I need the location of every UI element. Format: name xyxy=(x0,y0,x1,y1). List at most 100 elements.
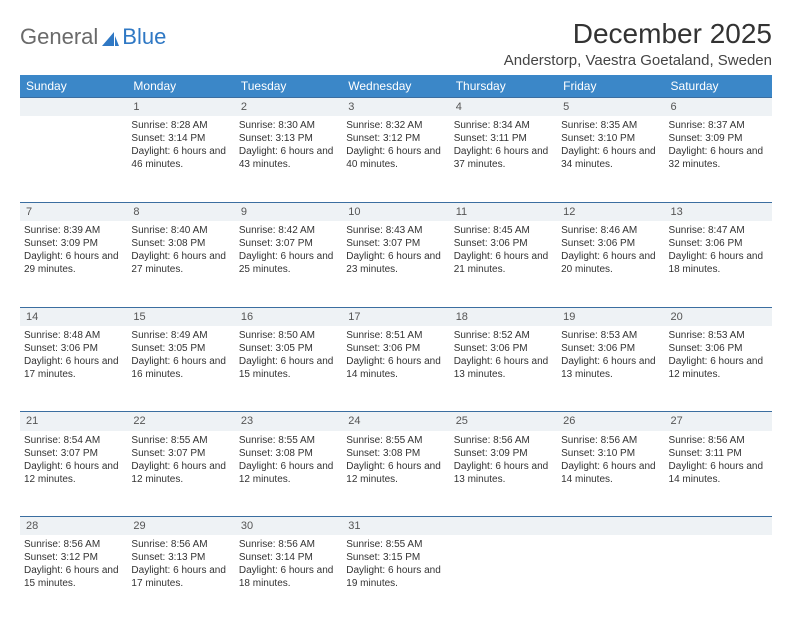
sunrise-text: Sunrise: 8:30 AM xyxy=(239,119,338,132)
day-number: 14 xyxy=(20,307,127,326)
sunset-text: Sunset: 3:09 PM xyxy=(669,132,768,145)
sunset-text: Sunset: 3:07 PM xyxy=(131,447,230,460)
day-cell: Sunrise: 8:50 AMSunset: 3:05 PMDaylight:… xyxy=(235,326,342,412)
day-cell xyxy=(20,116,127,202)
sunset-text: Sunset: 3:10 PM xyxy=(561,132,660,145)
day-number: 19 xyxy=(557,307,664,326)
sunrise-text: Sunrise: 8:50 AM xyxy=(239,329,338,342)
page-header: General Blue December 2025 Anderstorp, V… xyxy=(20,18,772,69)
sunset-text: Sunset: 3:13 PM xyxy=(131,551,230,564)
daylight-text: Daylight: 6 hours and 34 minutes. xyxy=(561,145,660,171)
day-cell: Sunrise: 8:53 AMSunset: 3:06 PMDaylight:… xyxy=(665,326,772,412)
daylight-text: Daylight: 6 hours and 16 minutes. xyxy=(131,355,230,381)
day-number: 11 xyxy=(450,202,557,221)
sunset-text: Sunset: 3:13 PM xyxy=(239,132,338,145)
day-cell: Sunrise: 8:55 AMSunset: 3:08 PMDaylight:… xyxy=(235,431,342,517)
sunset-text: Sunset: 3:08 PM xyxy=(131,237,230,250)
sunrise-text: Sunrise: 8:49 AM xyxy=(131,329,230,342)
weekday-header: Monday xyxy=(127,75,234,98)
daylight-text: Daylight: 6 hours and 18 minutes. xyxy=(669,250,768,276)
day-number: 13 xyxy=(665,202,772,221)
calendar-header-row: SundayMondayTuesdayWednesdayThursdayFrid… xyxy=(20,75,772,98)
day-number: 5 xyxy=(557,98,664,117)
day-number-row: 21222324252627 xyxy=(20,412,772,431)
title-block: December 2025 Anderstorp, Vaestra Goetal… xyxy=(504,18,772,69)
location-label: Anderstorp, Vaestra Goetaland, Sweden xyxy=(504,52,772,69)
daylight-text: Daylight: 6 hours and 13 minutes. xyxy=(454,460,553,486)
day-cell: Sunrise: 8:48 AMSunset: 3:06 PMDaylight:… xyxy=(20,326,127,412)
sunrise-text: Sunrise: 8:56 AM xyxy=(669,434,768,447)
daylight-text: Daylight: 6 hours and 12 minutes. xyxy=(239,460,338,486)
sunrise-text: Sunrise: 8:35 AM xyxy=(561,119,660,132)
sunrise-text: Sunrise: 8:37 AM xyxy=(669,119,768,132)
sunset-text: Sunset: 3:12 PM xyxy=(346,132,445,145)
weekday-header: Saturday xyxy=(665,75,772,98)
weekday-header: Friday xyxy=(557,75,664,98)
sunset-text: Sunset: 3:11 PM xyxy=(669,447,768,460)
sunrise-text: Sunrise: 8:42 AM xyxy=(239,224,338,237)
day-cell: Sunrise: 8:56 AMSunset: 3:12 PMDaylight:… xyxy=(20,535,127,621)
day-number: 15 xyxy=(127,307,234,326)
sunrise-text: Sunrise: 8:39 AM xyxy=(24,224,123,237)
day-number-row: 28293031 xyxy=(20,517,772,536)
sunrise-text: Sunrise: 8:45 AM xyxy=(454,224,553,237)
sunset-text: Sunset: 3:07 PM xyxy=(24,447,123,460)
day-cell: Sunrise: 8:40 AMSunset: 3:08 PMDaylight:… xyxy=(127,221,234,307)
sunset-text: Sunset: 3:07 PM xyxy=(346,237,445,250)
sunrise-text: Sunrise: 8:55 AM xyxy=(346,538,445,551)
sunset-text: Sunset: 3:06 PM xyxy=(24,342,123,355)
day-cell xyxy=(450,535,557,621)
daylight-text: Daylight: 6 hours and 40 minutes. xyxy=(346,145,445,171)
day-number xyxy=(20,98,127,117)
day-number: 22 xyxy=(127,412,234,431)
day-number: 17 xyxy=(342,307,449,326)
month-title: December 2025 xyxy=(504,18,772,50)
sunset-text: Sunset: 3:07 PM xyxy=(239,237,338,250)
day-number xyxy=(665,517,772,536)
day-number: 29 xyxy=(127,517,234,536)
logo-text-general: General xyxy=(20,24,98,50)
sunset-text: Sunset: 3:06 PM xyxy=(669,342,768,355)
sunset-text: Sunset: 3:08 PM xyxy=(239,447,338,460)
day-cell: Sunrise: 8:46 AMSunset: 3:06 PMDaylight:… xyxy=(557,221,664,307)
daylight-text: Daylight: 6 hours and 27 minutes. xyxy=(131,250,230,276)
day-number: 21 xyxy=(20,412,127,431)
day-number: 8 xyxy=(127,202,234,221)
day-cell: Sunrise: 8:42 AMSunset: 3:07 PMDaylight:… xyxy=(235,221,342,307)
day-number-row: 14151617181920 xyxy=(20,307,772,326)
calendar-table: SundayMondayTuesdayWednesdayThursdayFrid… xyxy=(20,75,772,621)
sunset-text: Sunset: 3:12 PM xyxy=(24,551,123,564)
daylight-text: Daylight: 6 hours and 20 minutes. xyxy=(561,250,660,276)
daylight-text: Daylight: 6 hours and 46 minutes. xyxy=(131,145,230,171)
sunset-text: Sunset: 3:14 PM xyxy=(239,551,338,564)
daylight-text: Daylight: 6 hours and 15 minutes. xyxy=(24,564,123,590)
day-cell: Sunrise: 8:56 AMSunset: 3:09 PMDaylight:… xyxy=(450,431,557,517)
sunset-text: Sunset: 3:06 PM xyxy=(454,237,553,250)
day-number: 1 xyxy=(127,98,234,117)
day-number: 6 xyxy=(665,98,772,117)
day-cell: Sunrise: 8:55 AMSunset: 3:08 PMDaylight:… xyxy=(342,431,449,517)
sunrise-text: Sunrise: 8:43 AM xyxy=(346,224,445,237)
day-cell: Sunrise: 8:51 AMSunset: 3:06 PMDaylight:… xyxy=(342,326,449,412)
day-cell: Sunrise: 8:52 AMSunset: 3:06 PMDaylight:… xyxy=(450,326,557,412)
daylight-text: Daylight: 6 hours and 23 minutes. xyxy=(346,250,445,276)
day-number: 27 xyxy=(665,412,772,431)
daylight-text: Daylight: 6 hours and 12 minutes. xyxy=(131,460,230,486)
weekday-header: Wednesday xyxy=(342,75,449,98)
sunrise-text: Sunrise: 8:47 AM xyxy=(669,224,768,237)
sunset-text: Sunset: 3:10 PM xyxy=(561,447,660,460)
daylight-text: Daylight: 6 hours and 14 minutes. xyxy=(669,460,768,486)
day-content-row: Sunrise: 8:39 AMSunset: 3:09 PMDaylight:… xyxy=(20,221,772,307)
day-cell: Sunrise: 8:54 AMSunset: 3:07 PMDaylight:… xyxy=(20,431,127,517)
sunrise-text: Sunrise: 8:40 AM xyxy=(131,224,230,237)
day-number: 23 xyxy=(235,412,342,431)
sunrise-text: Sunrise: 8:52 AM xyxy=(454,329,553,342)
day-cell: Sunrise: 8:32 AMSunset: 3:12 PMDaylight:… xyxy=(342,116,449,202)
sunrise-text: Sunrise: 8:56 AM xyxy=(24,538,123,551)
sunrise-text: Sunrise: 8:48 AM xyxy=(24,329,123,342)
day-number: 18 xyxy=(450,307,557,326)
sunrise-text: Sunrise: 8:46 AM xyxy=(561,224,660,237)
day-number: 28 xyxy=(20,517,127,536)
sunrise-text: Sunrise: 8:53 AM xyxy=(561,329,660,342)
daylight-text: Daylight: 6 hours and 14 minutes. xyxy=(561,460,660,486)
